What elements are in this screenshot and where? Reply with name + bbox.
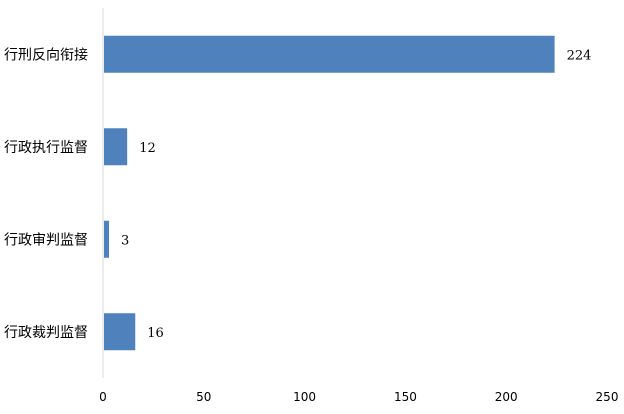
data-label: 224 xyxy=(567,48,592,63)
category-label: 行政执行监督 xyxy=(4,140,88,156)
bar xyxy=(104,220,110,258)
x-tick-label: 100 xyxy=(293,390,316,404)
bar xyxy=(104,128,128,166)
data-label: 12 xyxy=(139,141,156,156)
category-label: 行政审判监督 xyxy=(4,232,88,248)
x-tick-label: 200 xyxy=(495,390,518,404)
category-label: 行政裁判监督 xyxy=(4,325,88,341)
x-tick-label: 250 xyxy=(596,390,619,404)
x-tick-label: 50 xyxy=(196,390,211,404)
x-tick-label: 150 xyxy=(394,390,417,404)
x-tick-label: 0 xyxy=(99,390,107,404)
bar xyxy=(104,35,555,73)
data-label: 3 xyxy=(121,233,129,248)
category-label: 行刑反向衔接 xyxy=(4,46,88,63)
data-label: 16 xyxy=(147,326,164,341)
bar xyxy=(104,313,136,351)
